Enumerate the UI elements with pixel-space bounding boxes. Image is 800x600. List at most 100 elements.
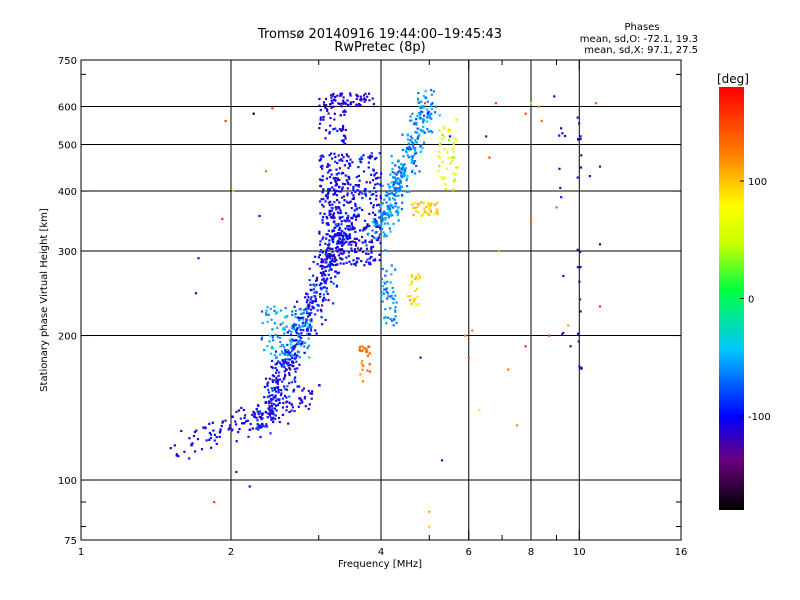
data-point (298, 324, 301, 327)
data-point (341, 241, 344, 244)
data-point (320, 310, 323, 313)
data-point (383, 233, 386, 236)
data-point (339, 252, 342, 255)
data-point (396, 182, 399, 185)
data-point (328, 263, 331, 266)
data-point (346, 187, 349, 190)
data-point (267, 412, 270, 415)
data-point (338, 201, 341, 204)
data-point (212, 429, 215, 432)
data-point (432, 90, 435, 93)
data-point (300, 336, 303, 340)
data-point (284, 350, 287, 353)
data-point (402, 164, 405, 167)
data-point (444, 183, 447, 186)
data-point (403, 175, 406, 178)
data-point (336, 263, 339, 266)
data-point (235, 410, 238, 413)
data-point (341, 159, 344, 162)
data-point (410, 274, 413, 277)
data-point (371, 179, 375, 182)
data-point (397, 181, 400, 184)
data-point (272, 410, 275, 413)
data-point (382, 231, 385, 234)
data-point (346, 192, 349, 195)
data-point (422, 125, 425, 128)
data-point (367, 92, 371, 95)
data-point (291, 349, 294, 352)
data-point (394, 186, 397, 190)
data-point (360, 157, 364, 160)
data-point (357, 174, 360, 178)
data-point (564, 134, 567, 138)
data-point (438, 165, 441, 168)
data-point (351, 240, 355, 243)
data-point (438, 150, 441, 153)
data-point (318, 253, 321, 257)
data-point (369, 263, 372, 266)
data-point (290, 381, 293, 384)
data-point (191, 442, 194, 445)
data-point (331, 203, 334, 206)
data-point (430, 117, 433, 120)
data-point (339, 94, 342, 97)
data-point (430, 88, 433, 92)
data-point (274, 367, 277, 370)
data-point (332, 229, 336, 232)
data-point (579, 266, 582, 269)
data-point (335, 168, 338, 171)
data-point (244, 420, 248, 423)
data-point (321, 265, 324, 268)
data-point (340, 92, 344, 95)
data-point (372, 204, 375, 207)
data-point (271, 347, 275, 350)
data-point (345, 179, 348, 182)
data-point (276, 382, 279, 385)
data-point (332, 302, 335, 305)
data-point (409, 146, 412, 149)
data-point (331, 247, 334, 250)
data-point (560, 196, 563, 199)
data-point (286, 351, 289, 354)
data-point (272, 396, 275, 399)
data-point (395, 301, 398, 304)
chart-subtitle: RwPretec (8p) (334, 40, 425, 55)
data-point (319, 295, 322, 298)
data-point (344, 137, 347, 140)
data-point (350, 216, 353, 219)
data-point (325, 104, 328, 107)
data-point (396, 213, 399, 217)
data-point (336, 177, 339, 180)
data-point (392, 318, 395, 321)
data-point (293, 354, 296, 357)
data-point (273, 305, 276, 308)
data-point (336, 198, 339, 202)
data-point (331, 157, 334, 160)
data-point (294, 376, 297, 379)
data-point (312, 283, 315, 286)
data-point (422, 119, 426, 122)
data-point (265, 313, 268, 317)
data-point (417, 100, 420, 103)
data-point (200, 448, 204, 451)
data-point (283, 328, 286, 331)
data-point (271, 359, 274, 362)
data-point (391, 167, 394, 170)
data-point (309, 288, 312, 291)
data-point (294, 315, 297, 318)
data-point (394, 182, 397, 185)
data-point (324, 106, 327, 109)
data-point (561, 333, 564, 336)
data-point (410, 119, 413, 122)
data-point (348, 241, 351, 244)
data-point (276, 403, 279, 407)
data-point (375, 190, 378, 193)
data-point (315, 332, 318, 335)
data-point (309, 392, 312, 395)
data-point (326, 163, 329, 166)
data-point (415, 287, 418, 290)
data-point (324, 298, 327, 301)
data-point (280, 350, 284, 353)
data-point (284, 353, 287, 356)
data-point (359, 229, 362, 232)
